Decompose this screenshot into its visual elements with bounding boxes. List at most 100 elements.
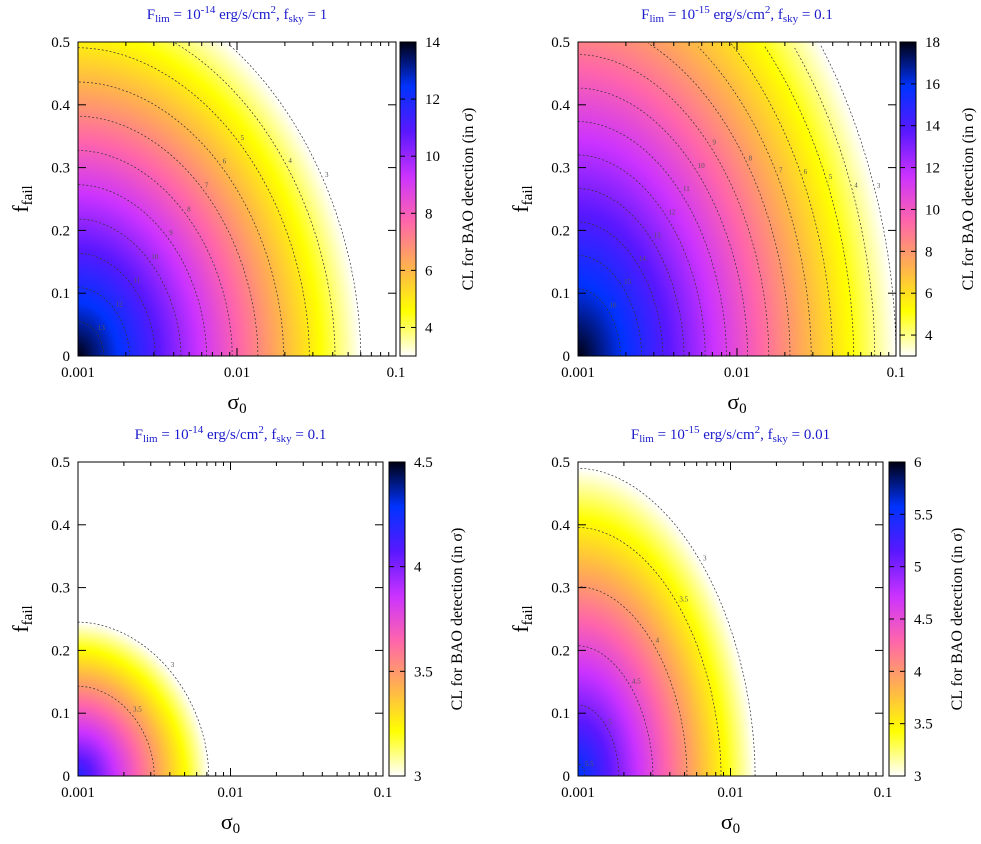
colorbar-tick-label: 5.5	[914, 507, 933, 523]
x-tick-label: 0.001	[61, 785, 95, 801]
colorbar-label: CL for BAO detection (in σ)	[460, 108, 477, 291]
x-axis-label: σ0	[721, 809, 740, 837]
x-tick-label: 0.01	[717, 785, 743, 801]
x-tick-label: 0.001	[561, 365, 595, 381]
colorbar	[399, 41, 417, 357]
y-tick-label: 0.3	[551, 581, 570, 597]
contour-line-3	[77, 621, 210, 776]
x-axis-label: σ0	[221, 809, 240, 837]
contour-line-3	[820, 45, 897, 357]
colorbar-tick-label: 14	[925, 119, 941, 135]
contour-label: 5.5	[585, 760, 594, 768]
colorbar-tick-label: 3.5	[414, 664, 433, 680]
contour-line-3.5	[77, 685, 155, 777]
colorbar-tick-label: 12	[425, 92, 440, 108]
y-tick-label: 0	[63, 349, 71, 365]
panel-p4: 3 3.5 4 4.5 5 5.5 0.001 0.01 0.1 0 0.1 0.2 0.3 0.4 0.5…	[508, 424, 966, 837]
contour-line-4.5	[577, 645, 654, 776]
contour-line-5	[578, 704, 620, 776]
contour-label: 4	[656, 637, 660, 645]
contour-line-6	[729, 42, 833, 357]
contour-label: 7	[779, 167, 783, 175]
y-tick-label: 0.4	[551, 518, 570, 534]
contour-label: 8	[187, 205, 191, 213]
colorbar-tick-label: 3.5	[914, 717, 933, 733]
contour-label: 5	[608, 719, 612, 727]
colorbar-tick-label: 5	[914, 560, 922, 576]
contour-label: 3	[703, 554, 707, 562]
colorbar-tick-label: 10	[425, 149, 440, 165]
y-tick-label: 0	[563, 349, 571, 365]
contour-label: 11	[134, 277, 141, 285]
y-tick-label: 0.5	[51, 35, 70, 51]
colorbar	[899, 41, 917, 357]
contour-label: 5	[241, 134, 245, 142]
colorbar-tick-label: 4	[925, 328, 933, 344]
y-tick-label: 0.3	[51, 161, 70, 177]
contour-line-8	[77, 150, 233, 357]
contour-label: 3.5	[133, 706, 142, 714]
colorbar-tick-label: 4.5	[914, 612, 933, 628]
y-tick-label: 0.3	[551, 161, 570, 177]
x-tick-label: 0.1	[874, 785, 893, 801]
y-tick-label: 0.1	[51, 286, 70, 302]
contour-line-9	[77, 184, 207, 357]
contour-label: 9	[712, 139, 716, 147]
colorbar-label: CL for BAO detection (in σ)	[449, 528, 466, 711]
panel-p1: 3 4 5 6 7 8 9 10 11 12 13 0.001 0.01 0.1 0 0.1 0.2 0.3 0.4…	[8, 4, 477, 417]
x-tick-label: 0.001	[61, 365, 95, 381]
y-tick-label: 0.2	[551, 643, 570, 659]
contour-line-8	[647, 43, 791, 357]
y-axis-label: ffail	[508, 185, 536, 212]
colorbar-tick-label: 4	[914, 664, 922, 680]
colorbar-tick-label: 18	[925, 35, 940, 51]
heatmap-surface	[78, 462, 383, 776]
contour-line-16	[578, 288, 621, 356]
contour-label: 9	[169, 229, 173, 237]
colorbar-tick-label: 3	[414, 769, 422, 785]
y-tick-label: 0.4	[51, 518, 70, 534]
x-tick-label: 0.01	[224, 365, 250, 381]
contour-label: 4	[854, 182, 858, 190]
contour-line-5	[764, 45, 854, 357]
panel-title: Flim = 10-15 erg/s/cm2, fsky = 0.1	[641, 4, 833, 25]
contour-label: 13	[654, 232, 662, 240]
colorbar-tick-label: 14	[425, 35, 441, 51]
contour-label: 11	[683, 185, 690, 193]
y-tick-label: 0.4	[551, 98, 570, 114]
colorbar-tick-label: 3	[914, 769, 922, 785]
contour-label: 6	[804, 168, 808, 176]
contour-label: 12	[116, 300, 124, 308]
y-tick-label: 0.3	[51, 581, 70, 597]
colorbar-tick-label: 6	[925, 286, 933, 302]
colorbar-tick-label: 4.5	[414, 455, 433, 471]
contour-label: 16	[609, 301, 617, 309]
y-tick-label: 0.5	[551, 455, 570, 471]
colorbar-tick-label: 12	[925, 161, 940, 177]
colorbar-tick-label: 10	[925, 202, 940, 218]
colorbar-tick-label: 4	[425, 320, 433, 336]
y-tick-label: 0.2	[51, 643, 70, 659]
contour-label: 14	[639, 255, 647, 263]
contour-label: 15	[624, 278, 632, 286]
contour-line-5	[77, 47, 310, 357]
colorbar-label: CL for BAO detection (in σ)	[949, 528, 966, 711]
contour-line-12	[577, 154, 706, 357]
colorbar-label: CL for BAO detection (in σ)	[960, 108, 977, 291]
contour-line-3.5	[577, 527, 722, 776]
y-tick-label: 0.4	[51, 98, 70, 114]
contour-line-6	[77, 81, 284, 357]
x-axis-label: σ0	[727, 389, 746, 417]
y-tick-label: 0.1	[551, 706, 570, 722]
panel-title: Flim = 10-14 erg/s/cm2, fsky = 1	[147, 4, 328, 25]
panel-title: Flim = 10-15 erg/s/cm2, fsky = 0.01	[631, 424, 830, 445]
y-tick-label: 0.1	[51, 706, 70, 722]
x-tick-label: 0.1	[887, 365, 906, 381]
contour-line-13	[77, 321, 105, 356]
x-axis-label: σ0	[227, 389, 246, 417]
colorbar-tick-label: 16	[925, 77, 941, 93]
contour-label: 4.5	[632, 678, 641, 686]
contour-line-9	[577, 54, 770, 357]
contour-line-7	[77, 115, 259, 357]
contour-label: 4	[288, 157, 292, 165]
